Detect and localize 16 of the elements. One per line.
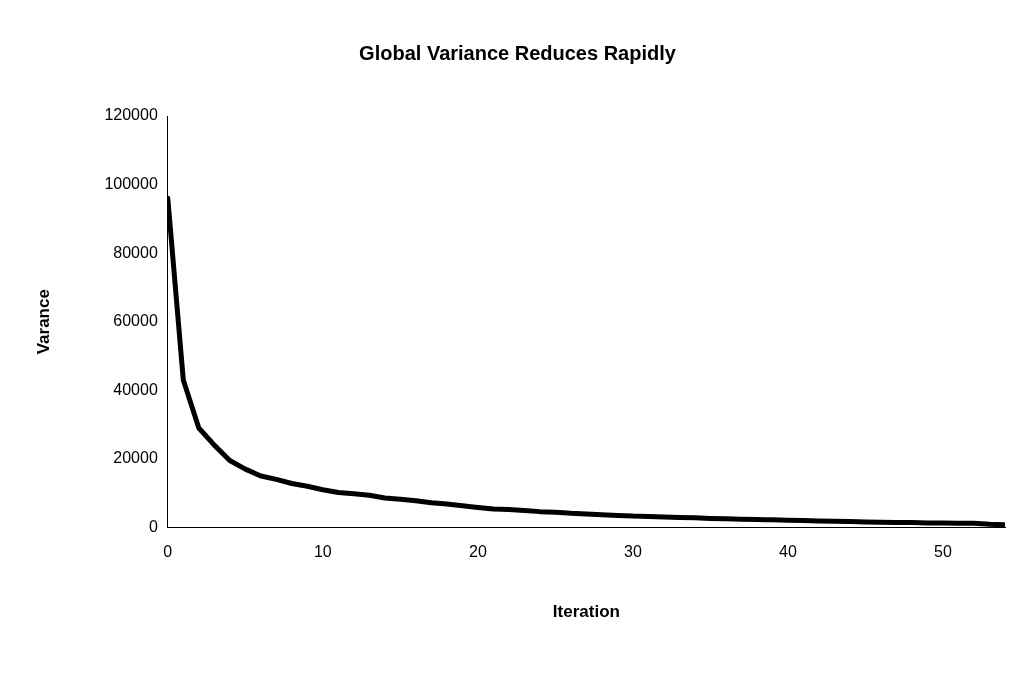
y-tick-label: 0 — [148, 517, 158, 535]
x-tick-label: 40 — [779, 543, 797, 561]
y-axis-title: Varance — [33, 289, 53, 355]
x-tick-label: 20 — [468, 543, 487, 561]
y-tick-label: 20000 — [113, 449, 158, 467]
y-tick-label: 60000 — [113, 312, 158, 330]
chart-title: Global Variance Reduces Rapidly — [359, 41, 677, 64]
x-tick-label: 10 — [313, 543, 332, 561]
y-tick-label: 80000 — [113, 243, 158, 261]
y-tick-label: 40000 — [113, 380, 158, 398]
y-tick-label: 100000 — [104, 174, 158, 192]
x-tick-label: 0 — [163, 543, 173, 561]
x-axis-title: Iteration — [552, 602, 620, 622]
y-tick-label: 120000 — [104, 106, 158, 124]
x-tick-label: 50 — [934, 543, 952, 561]
x-tick-label: 30 — [624, 543, 642, 561]
